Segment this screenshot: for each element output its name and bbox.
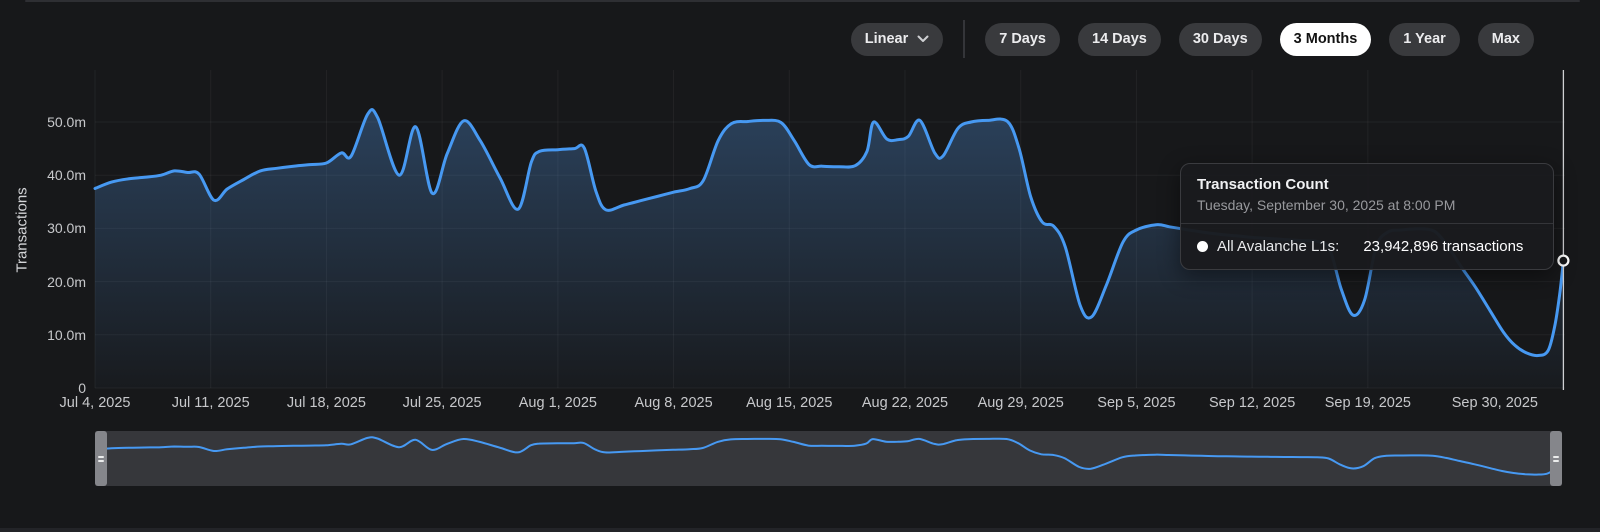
panel-bottom-edge (0, 528, 1600, 532)
range-selector: 7 Days 14 Days 30 Days 3 Months 1 Year M… (985, 22, 1534, 56)
series-marker-icon (1197, 241, 1208, 252)
series-area-fill (95, 109, 1564, 389)
navigator-series-line (95, 436, 1562, 476)
x-axis-tick-label: Sep 5, 2025 (1097, 395, 1176, 411)
x-axis-tick-label: Aug 8, 2025 (634, 395, 713, 411)
chart-navigator[interactable] (95, 431, 1562, 486)
x-axis-tick-label: Sep 30, 2025 (1451, 395, 1538, 411)
navigator-left-handle[interactable] (95, 431, 107, 486)
tooltip-series-row: All Avalanche L1s: 23,942,896 transactio… (1181, 224, 1553, 269)
x-axis-tick-label: Jul 25, 2025 (402, 395, 482, 411)
y-axis-tick-label: 20.0m (47, 273, 86, 290)
series-line (93, 108, 1565, 358)
scale-selector-button[interactable]: Linear (850, 22, 944, 56)
chart-tooltip: Transaction Count Tuesday, September 30,… (1180, 163, 1554, 270)
y-axis-tick-label: 10.0m (47, 326, 86, 343)
range-button-3-months[interactable]: 3 Months (1279, 22, 1372, 56)
navigator-mini-chart (95, 436, 1562, 476)
y-axis-tick-label: 40.0m (47, 167, 86, 184)
navigator-right-handle[interactable] (1550, 431, 1562, 486)
x-axis-tick-label: Jul 11, 2025 (171, 395, 250, 411)
x-axis-tick-label: Sep 12, 2025 (1208, 395, 1296, 411)
x-axis-tick-label: Aug 22, 2025 (861, 395, 949, 411)
x-axis-tick-label: Aug 15, 2025 (746, 395, 833, 411)
x-axis-tick-label: Aug 29, 2025 (977, 395, 1064, 411)
tooltip-header: Transaction Count Tuesday, September 30,… (1181, 164, 1553, 223)
y-axis-tick-label: 30.0m (47, 220, 86, 237)
range-button-30-days[interactable]: 30 Days (1178, 22, 1262, 56)
range-button-max[interactable]: Max (1477, 22, 1534, 56)
tooltip-title: Transaction Count (1197, 176, 1329, 193)
range-button-14-days[interactable]: 14 Days (1078, 22, 1161, 56)
x-axis-tick-label: Jul 18, 2025 (286, 395, 366, 411)
chevron-down-icon (917, 35, 929, 42)
x-axis-tick-label: Jul 4, 2025 (59, 395, 131, 411)
chart-toolbar: Linear 7 Days 14 Days 30 Days 3 Months 1… (850, 20, 1534, 58)
tooltip-divider (1181, 223, 1553, 224)
hover-point-marker (1557, 254, 1570, 267)
range-button-7-days[interactable]: 7 Days (985, 22, 1060, 56)
y-axis-tick-label: 50.0m (47, 114, 86, 130)
tooltip-timestamp: Tuesday, September 30, 2025 at 8:00 PM (1197, 197, 1456, 213)
scale-selector-label: Linear (864, 31, 909, 47)
toolbar-divider (963, 20, 966, 58)
tooltip-series-label: All Avalanche L1s: (1217, 238, 1340, 255)
range-button-1-year[interactable]: 1 Year (1389, 22, 1460, 56)
tooltip-series-value: 23,942,896 transactions (1363, 238, 1524, 255)
y-axis-tick-label: 0 (78, 380, 86, 396)
panel-top-border (25, 0, 1580, 2)
x-axis-tick-label: Sep 19, 2025 (1324, 395, 1411, 411)
x-axis-tick-label: Aug 1, 2025 (518, 395, 597, 411)
